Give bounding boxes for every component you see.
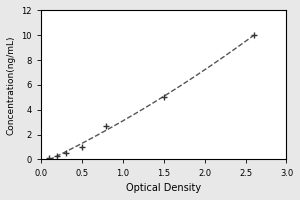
X-axis label: Optical Density: Optical Density [126, 183, 201, 193]
Y-axis label: Concentration(ng/mL): Concentration(ng/mL) [7, 35, 16, 135]
